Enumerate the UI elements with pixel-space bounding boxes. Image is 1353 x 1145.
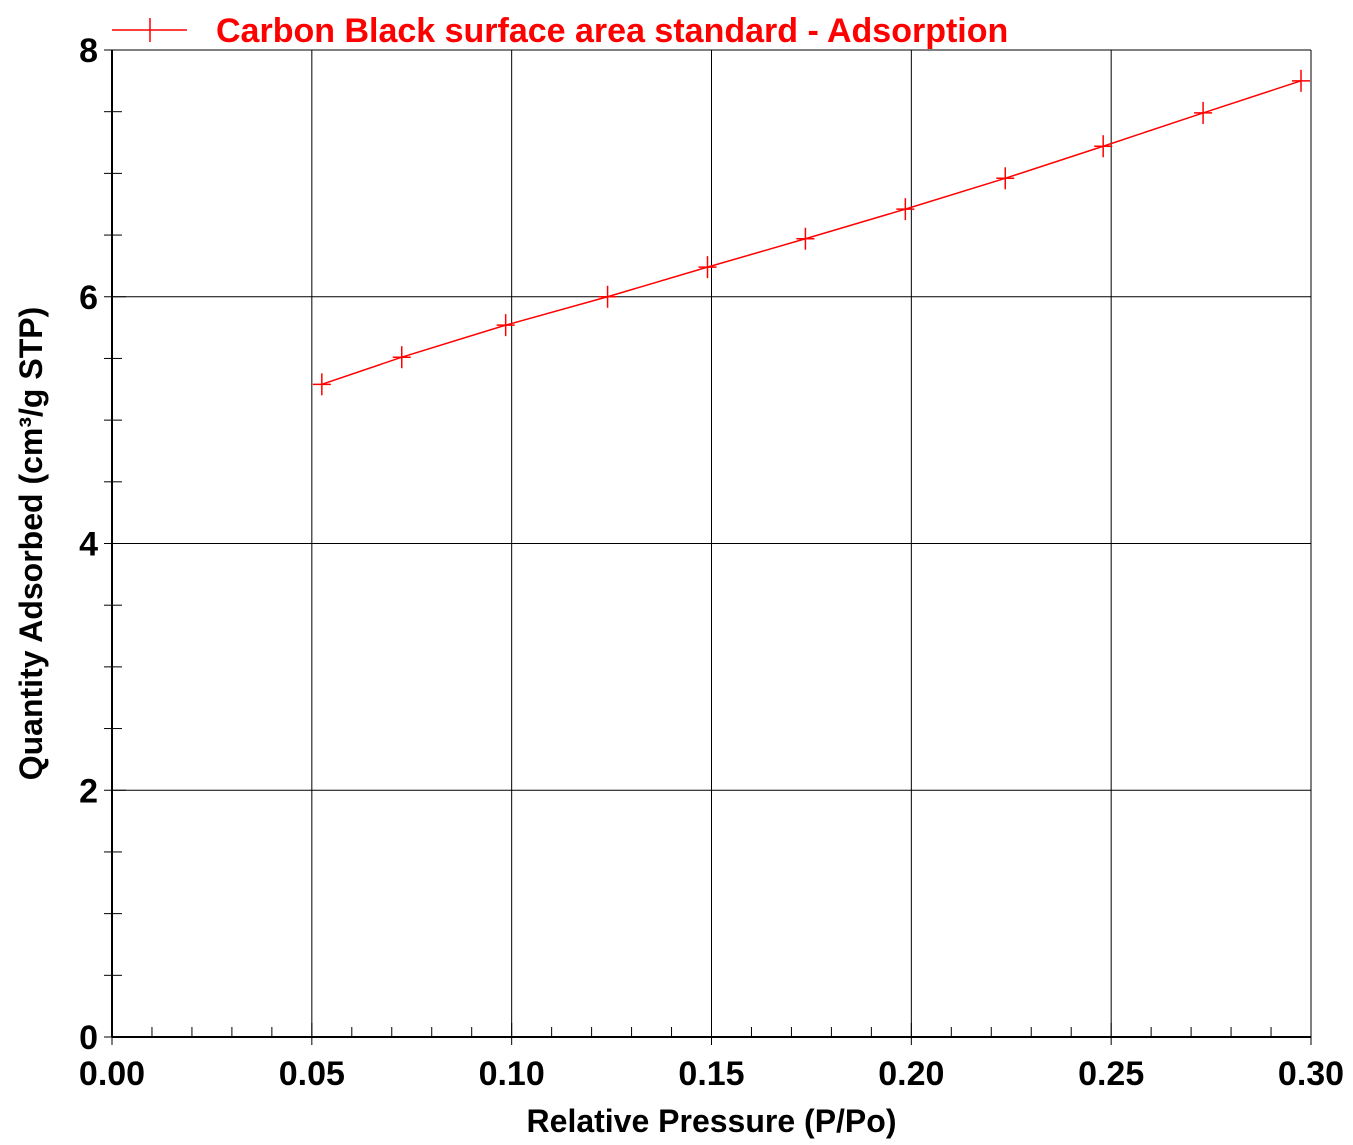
data-point-marker xyxy=(312,373,331,396)
x-axis-title: Relative Pressure (P/Po) xyxy=(527,1103,897,1139)
data-point-marker xyxy=(996,167,1015,190)
y-tick-label: 6 xyxy=(79,279,98,317)
x-tick-label: 0.05 xyxy=(279,1055,345,1093)
y-tick-label: 0 xyxy=(79,1019,98,1057)
legend: Carbon Black surface area standard - Ads… xyxy=(112,12,1008,50)
series-line xyxy=(321,80,1302,386)
data-point-marker xyxy=(598,285,617,308)
x-tick-label: 0.25 xyxy=(1078,1055,1144,1093)
x-tick-label: 0.30 xyxy=(1278,1055,1344,1093)
y-tick-label: 8 xyxy=(79,32,98,70)
axes: 0.00 0.05 0.10 0.15 0.20 0.25 0.30 0 2 4 6 8 xyxy=(79,32,1344,1093)
x-tick-label: 0.15 xyxy=(678,1055,744,1093)
y-tick-label: 4 xyxy=(79,526,98,564)
y-tick-label: 2 xyxy=(79,772,98,810)
data-point-marker xyxy=(1094,135,1113,158)
legend-entry-label: Carbon Black surface area standard - Ads… xyxy=(216,12,1008,50)
data-point-marker xyxy=(1292,69,1311,92)
x-tick-label: 0.10 xyxy=(479,1055,545,1093)
x-tick-label: 0.20 xyxy=(878,1055,944,1093)
data-point-marker xyxy=(896,198,915,221)
x-tick-label: 0.00 xyxy=(79,1055,145,1093)
data-point-marker xyxy=(1194,101,1213,124)
data-point-marker xyxy=(496,314,515,337)
y-axis-title: Quantity Adsorbed (cm³/g STP) xyxy=(13,307,49,781)
data-point-marker xyxy=(392,346,411,369)
series-layer xyxy=(312,69,1311,396)
grid-lines xyxy=(111,49,1312,1038)
data-point-marker xyxy=(796,227,815,250)
data-point-marker xyxy=(698,256,717,279)
